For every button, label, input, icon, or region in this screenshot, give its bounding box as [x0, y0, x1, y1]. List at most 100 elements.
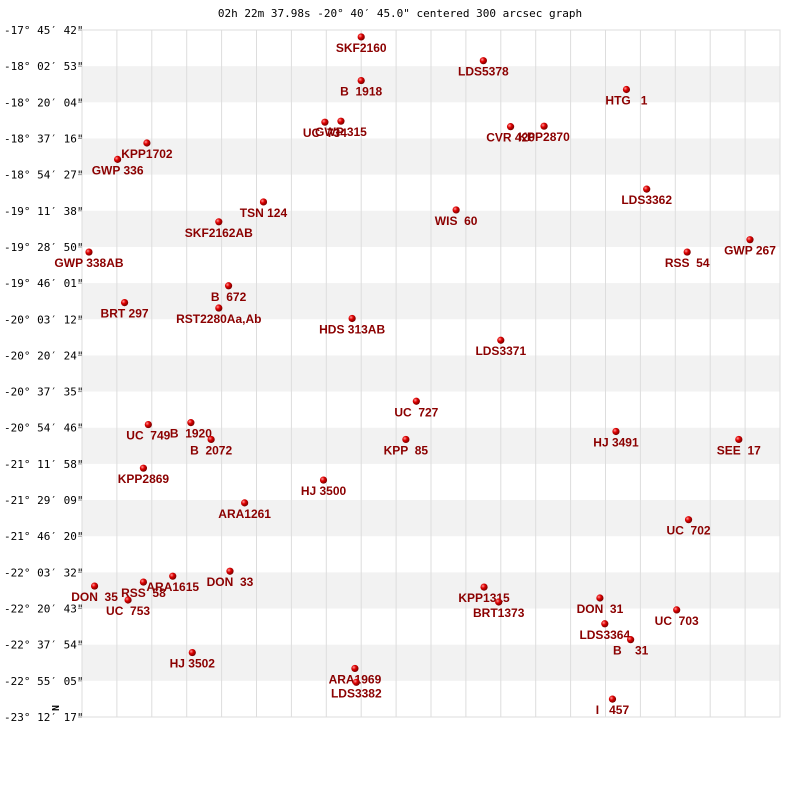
- plot-frame: [81, 29, 781, 718]
- star-marker: [207, 435, 215, 444]
- star-marker: [601, 620, 609, 628]
- star-label: CVR 420: [486, 131, 535, 145]
- star-label: LDS3371: [475, 344, 526, 358]
- star-label: B 672: [211, 290, 247, 304]
- star-label: ARA1261: [218, 507, 271, 521]
- star-label: KPP2869: [118, 472, 170, 486]
- star-marker: [348, 314, 356, 323]
- y-tick-label: -19° 28′ 50": [4, 241, 83, 254]
- star-marker: [506, 123, 515, 131]
- y-tick-label: -20° 37′ 35": [4, 386, 83, 399]
- y-tick-label: -18° 54′ 27": [4, 169, 83, 182]
- star-marker: [169, 572, 177, 580]
- star-label: HJ 3491: [593, 435, 639, 449]
- star-label: HDS 313AB: [319, 322, 385, 336]
- y-tick-label: -20° 20′ 24": [4, 349, 83, 362]
- star-marker: [495, 598, 503, 606]
- star-label: UC 702: [667, 524, 711, 538]
- star-marker: [627, 636, 635, 644]
- star-label: GWP 267: [724, 244, 776, 258]
- star-marker: [412, 397, 420, 405]
- star-marker: [90, 582, 99, 590]
- y-tick-label: -19° 46′ 01": [4, 277, 83, 290]
- star-label: SEE 17: [717, 443, 761, 457]
- star-label: RSS 54: [665, 256, 710, 270]
- y-tick-label: -22° 55′ 05": [4, 675, 83, 688]
- star-marker: [85, 248, 93, 256]
- y-tick-label: -20° 03′ 12": [4, 313, 83, 326]
- y-tick-label: -19° 11′ 38": [4, 205, 83, 218]
- star-marker: [139, 578, 148, 586]
- star-marker: [139, 464, 148, 472]
- star-label: UC 703: [655, 614, 699, 628]
- north-label: N: [51, 705, 62, 711]
- star-marker: [319, 476, 328, 484]
- star-label: LDS3364: [579, 628, 630, 642]
- star-marker: [357, 76, 365, 85]
- star-marker: [113, 155, 122, 163]
- y-tick-label: -18° 20′ 04": [4, 96, 83, 109]
- star-label: LDS3362: [621, 193, 672, 207]
- star-label: RST2280Aa,Ab: [176, 312, 261, 326]
- star-label: KPP1315: [458, 591, 510, 605]
- star-marker: [402, 435, 410, 444]
- star-marker: [643, 185, 651, 193]
- star-label: LDS3382: [331, 686, 382, 700]
- star-label: SKF2162AB: [185, 226, 253, 240]
- star-marker: [259, 198, 268, 206]
- chart-title: 02h 22m 37.98s -20° 40′ 45.0" centered 3…: [218, 7, 582, 20]
- star-marker: [188, 648, 196, 657]
- star-label: UC 734: [303, 126, 347, 140]
- star-marker: [241, 499, 249, 507]
- star-marker: [746, 236, 754, 244]
- star-label: SKF2160: [336, 41, 387, 55]
- y-tick-label: -21° 29′ 09": [4, 494, 83, 507]
- star-marker: [143, 139, 151, 147]
- y-tick-label: -22° 03′ 32": [4, 566, 83, 579]
- y-tick-label: -22° 20′ 43": [4, 603, 83, 616]
- star-label: UC 727: [394, 405, 438, 419]
- star-label: HJ 3502: [170, 657, 216, 671]
- star-label: TSN 124: [240, 206, 288, 220]
- star-marker: [226, 567, 234, 575]
- star-label: LDS5378: [458, 65, 509, 79]
- star-marker: [357, 33, 365, 41]
- star-marker: [224, 282, 233, 290]
- star-marker: [596, 594, 604, 602]
- star-marker: [144, 420, 152, 429]
- y-tick-label: -20° 54′ 46": [4, 422, 83, 435]
- star-marker: [497, 336, 505, 344]
- star-label: WIS 60: [435, 214, 478, 228]
- star-marker: [612, 427, 620, 436]
- star-label: GWP 315: [315, 125, 367, 139]
- y-tick-label: -21° 11′ 58": [4, 458, 83, 471]
- star-label: KPP1702: [121, 147, 173, 161]
- star-marker: [215, 304, 223, 312]
- star-marker: [622, 85, 631, 94]
- star-label: B 1918: [340, 85, 382, 99]
- star-label: B 2072: [190, 443, 232, 457]
- star-label: HTG 1: [605, 93, 647, 107]
- star-marker: [684, 516, 693, 524]
- star-marker: [337, 117, 345, 125]
- y-tick-label: -21° 46′ 20": [4, 530, 83, 543]
- star-label: KPP 85: [384, 443, 429, 457]
- star-marker: [352, 678, 360, 686]
- star-marker: [215, 218, 223, 226]
- y-axis-ticks: -17° 45′ 42" -18° 02′ 53" -18° 20′ 04" -18°…: [4, 24, 83, 724]
- star-label: HJ 3500: [301, 484, 347, 498]
- star-marker: [187, 419, 195, 427]
- star-label: RSS 58: [121, 586, 166, 600]
- star-label: DON 31: [577, 602, 624, 616]
- y-tick-label: -18° 02′ 53": [4, 60, 83, 73]
- star-label: KPP2870: [518, 130, 570, 144]
- star-label: GWP 338AB: [54, 256, 123, 270]
- star-label: BRT 297: [101, 307, 149, 321]
- y-tick-label: -18° 37′ 16": [4, 132, 83, 145]
- star-marker: [124, 596, 132, 604]
- star-label: B 1920: [170, 427, 212, 441]
- star-label: BRT1373: [473, 606, 525, 620]
- star-label: UC 753: [106, 604, 150, 618]
